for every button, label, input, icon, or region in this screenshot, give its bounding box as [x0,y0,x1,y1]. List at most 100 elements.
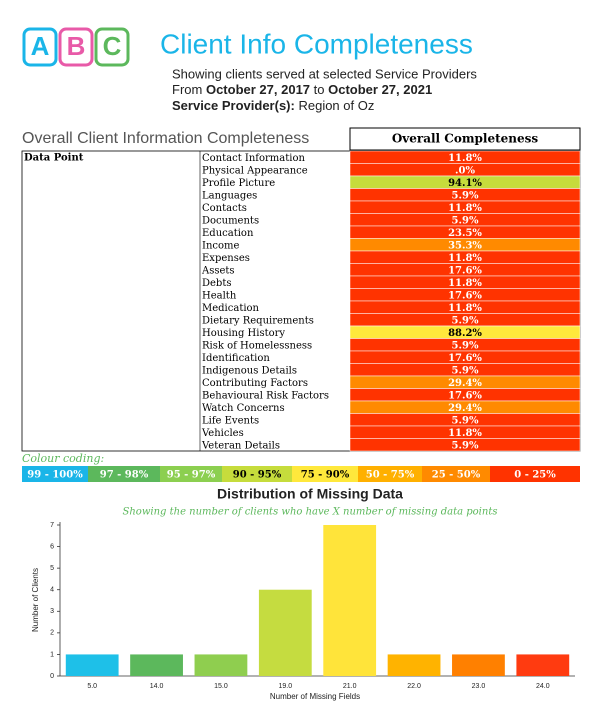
logo-block [22,27,58,67]
subtitle: Showing clients served at selected Servi… [172,66,477,81]
row-label: Behavioural Risk Factors [202,390,329,401]
logo-block [94,27,130,67]
row-value: 23.5% [448,228,482,239]
row-label: Indigenous Details [202,365,297,376]
legend-label: 90 - 95% [233,470,282,481]
row-value: 35.3% [448,240,482,251]
row-value: 17.6% [448,265,482,276]
row-label: Contact Information [202,153,305,164]
row-value: 11.8% [448,428,482,439]
bar [65,654,119,676]
row-label: Veteran Details [201,440,280,451]
column-header: Overall Completeness [392,132,539,146]
row-value: 11.8% [448,153,482,164]
row-label: Watch Concerns [202,403,285,414]
row-value: 29.4% [448,403,482,414]
first-column-header: Data Point [24,153,84,164]
title: Client Info Completeness [160,28,473,59]
x-tick-label: 15.0 [214,683,228,690]
y-tick-label: 1 [50,651,54,658]
row-value: 88.2% [448,328,482,339]
row-label: Expenses [202,253,250,264]
legend-swatch [422,466,490,482]
y-tick-label: 7 [50,522,54,529]
row-label: Life Events [202,415,259,426]
row-value: 11.8% [448,253,482,264]
legend-label: 99 - 100% [27,470,83,481]
start-date: October 27, 2017 [206,82,310,97]
logo-letter: A [31,31,50,61]
row-label: Documents [202,215,259,226]
bar [387,654,441,676]
provider-line: Service Provider(s): Region of Oz [172,98,374,113]
row-label: Income [202,240,239,251]
legend-label: 25 - 50% [432,470,481,481]
bar [516,654,570,676]
x-tick-label: 14.0 [150,683,164,690]
row-label: Physical Appearance [202,165,308,176]
x-tick-label: 5.0 [87,683,97,690]
row-label: Housing History [202,328,285,339]
row-label: Medication [202,303,260,314]
legend-label: 97 - 98% [100,470,149,481]
row-label: Education [202,228,254,239]
colour-coding-title: Colour coding: [22,452,104,465]
date-range: From October 27, 2017 to October 27, 202… [172,82,432,97]
y-tick-label: 6 [50,543,54,550]
row-label: Vehicles [201,428,244,439]
legend-swatch [222,466,292,482]
end-date: October 27, 2021 [328,82,432,97]
x-axis-label: Number of Missing Fields [270,692,360,701]
y-tick-label: 2 [50,630,54,637]
y-tick-label: 4 [50,587,54,594]
row-value: 11.8% [448,203,482,214]
row-value: 17.6% [448,353,482,364]
logo-letter: C [103,31,122,61]
row-value: 17.6% [448,290,482,301]
legend-swatch [22,466,88,482]
legend-swatch [160,466,222,482]
column-header-cell [349,127,581,151]
x-tick-label: 23.0 [472,683,486,690]
row-label: Risk of Homelessness [202,340,312,351]
value-cell [349,438,581,452]
row-label: Languages [202,190,257,201]
provider-label: Service Provider(s): [172,98,295,113]
row-label: Health [202,290,237,301]
bar [258,589,312,676]
legend-label: 75 - 90% [301,470,350,481]
y-tick-label: 5 [50,565,54,572]
legend-swatch [292,466,358,482]
row-value: 11.8% [448,303,482,314]
bar [323,525,377,676]
row-value: 5.9% [452,315,479,326]
row-value: 11.8% [448,278,482,289]
row-label: Contributing Factors [202,378,308,389]
chart-title: Distribution of Missing Data [217,486,403,502]
chart-subtitle: Showing the number of clients who have X… [123,507,498,518]
row-label: Assets [201,265,235,276]
x-tick-label: 19.0 [279,683,293,690]
row-value: 5.9% [452,340,479,351]
row-label: Dietary Requirements [202,315,314,326]
row-label: Profile Picture [202,178,275,189]
row-value: 17.6% [448,390,482,401]
row-label: Contacts [202,203,247,214]
bar [194,654,248,676]
x-tick-label: 24.0 [536,683,550,690]
y-axis-label: Number of Clients [31,568,40,632]
legend-swatch [88,466,160,482]
row-value: 5.9% [452,415,479,426]
row-value: 94.1% [448,178,482,189]
logo-letter: B [67,31,86,61]
legend-label: 50 - 75% [366,470,415,481]
row-label: Identification [202,353,270,364]
logo-block [58,27,94,67]
row-value: 5.9% [452,190,479,201]
legend-label: 95 - 97% [167,470,216,481]
section-title: Overall Client Information Completeness [22,130,309,147]
bar [452,654,505,676]
legend-swatch [490,466,580,482]
